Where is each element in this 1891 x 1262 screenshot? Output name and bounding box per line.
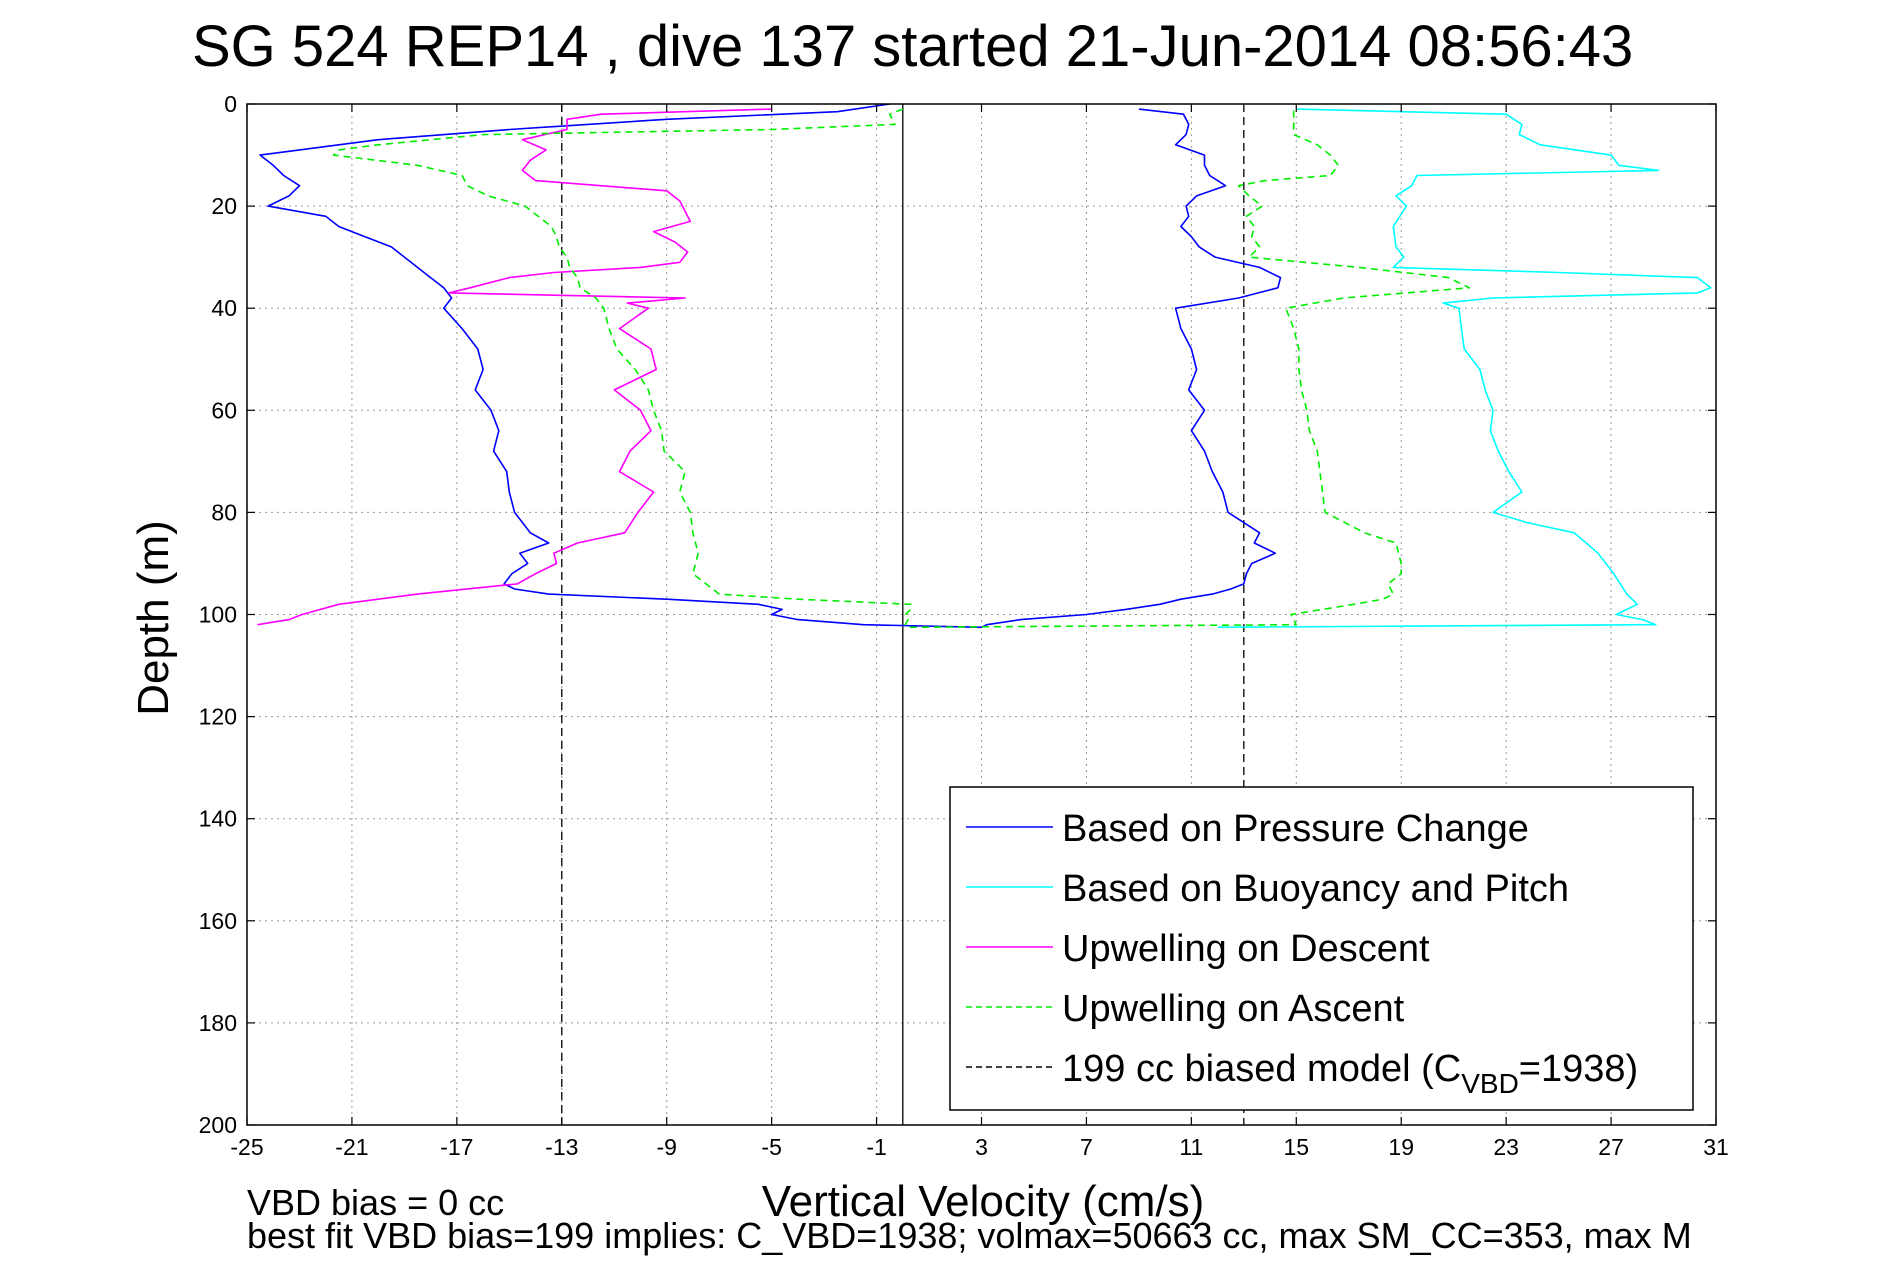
y-tick-label: 0 <box>224 91 237 117</box>
ticks: -25 -21 -17 -13 -9 -5 -1 3 7 11 15 19 23 27 3102040608… <box>199 91 1729 1160</box>
y-tick-label: 100 <box>199 602 237 628</box>
x-tick-label: 31 <box>1703 1134 1729 1160</box>
x-tick-label: -21 <box>335 1134 368 1160</box>
x-tick-label: -9 <box>656 1134 676 1160</box>
legend-label-subscript: VBD <box>1461 1068 1519 1099</box>
x-tick-label: 15 <box>1283 1134 1309 1160</box>
x-tick-label: -5 <box>761 1134 781 1160</box>
legend-box <box>949 786 1694 1111</box>
note-vbd-bias: VBD bias = 0 cc <box>247 1182 504 1223</box>
y-tick-label: 160 <box>199 908 237 934</box>
series-line-2 <box>257 108 772 626</box>
legend-label: Upwelling on Ascent <box>1062 988 1405 1030</box>
x-tick-label: 23 <box>1493 1134 1519 1160</box>
legend: Based on Pressure Change Based on Buoyanc… <box>949 786 1694 1111</box>
x-axis-label: Vertical Velocity (cm/s) <box>762 1177 1205 1226</box>
x-tick-label: 7 <box>1080 1134 1093 1160</box>
chart-title: SG 524 REP14 , dive 137 started 21-Jun-2… <box>192 14 1633 79</box>
note-best-fit: best fit VBD bias=199 implies: C_VBD=193… <box>247 1215 1692 1256</box>
x-tick-label: -1 <box>866 1134 886 1160</box>
y-tick-label: 140 <box>199 806 237 832</box>
y-tick-label: 40 <box>211 295 237 321</box>
x-tick-label: -25 <box>230 1134 263 1160</box>
series-line-3 <box>332 108 1471 629</box>
x-tick-label: -17 <box>440 1134 473 1160</box>
legend-label-suffix: =1938) <box>1519 1048 1638 1090</box>
series-line-1 <box>1217 108 1712 629</box>
x-tick-label: -13 <box>545 1134 578 1160</box>
y-tick-label: 80 <box>211 499 237 525</box>
y-axis-label: Depth (m) <box>129 520 178 716</box>
legend-label: Upwelling on Descent <box>1062 928 1430 970</box>
y-tick-label: 60 <box>211 397 237 423</box>
y-tick-label: 180 <box>199 1010 237 1036</box>
y-tick-label: 200 <box>199 1112 237 1138</box>
legend-label: Based on Buoyancy and Pitch <box>1062 868 1569 910</box>
legend-label: Based on Pressure Change <box>1062 808 1529 850</box>
x-tick-label: 19 <box>1388 1134 1414 1160</box>
y-tick-label: 120 <box>199 704 237 730</box>
x-tick-label: 3 <box>975 1134 988 1160</box>
series-line-0 <box>259 103 1282 629</box>
y-tick-label: 20 <box>211 193 237 219</box>
x-tick-label: 11 <box>1179 1134 1203 1160</box>
series-layer <box>257 103 1712 629</box>
x-tick-label: 27 <box>1598 1134 1624 1160</box>
